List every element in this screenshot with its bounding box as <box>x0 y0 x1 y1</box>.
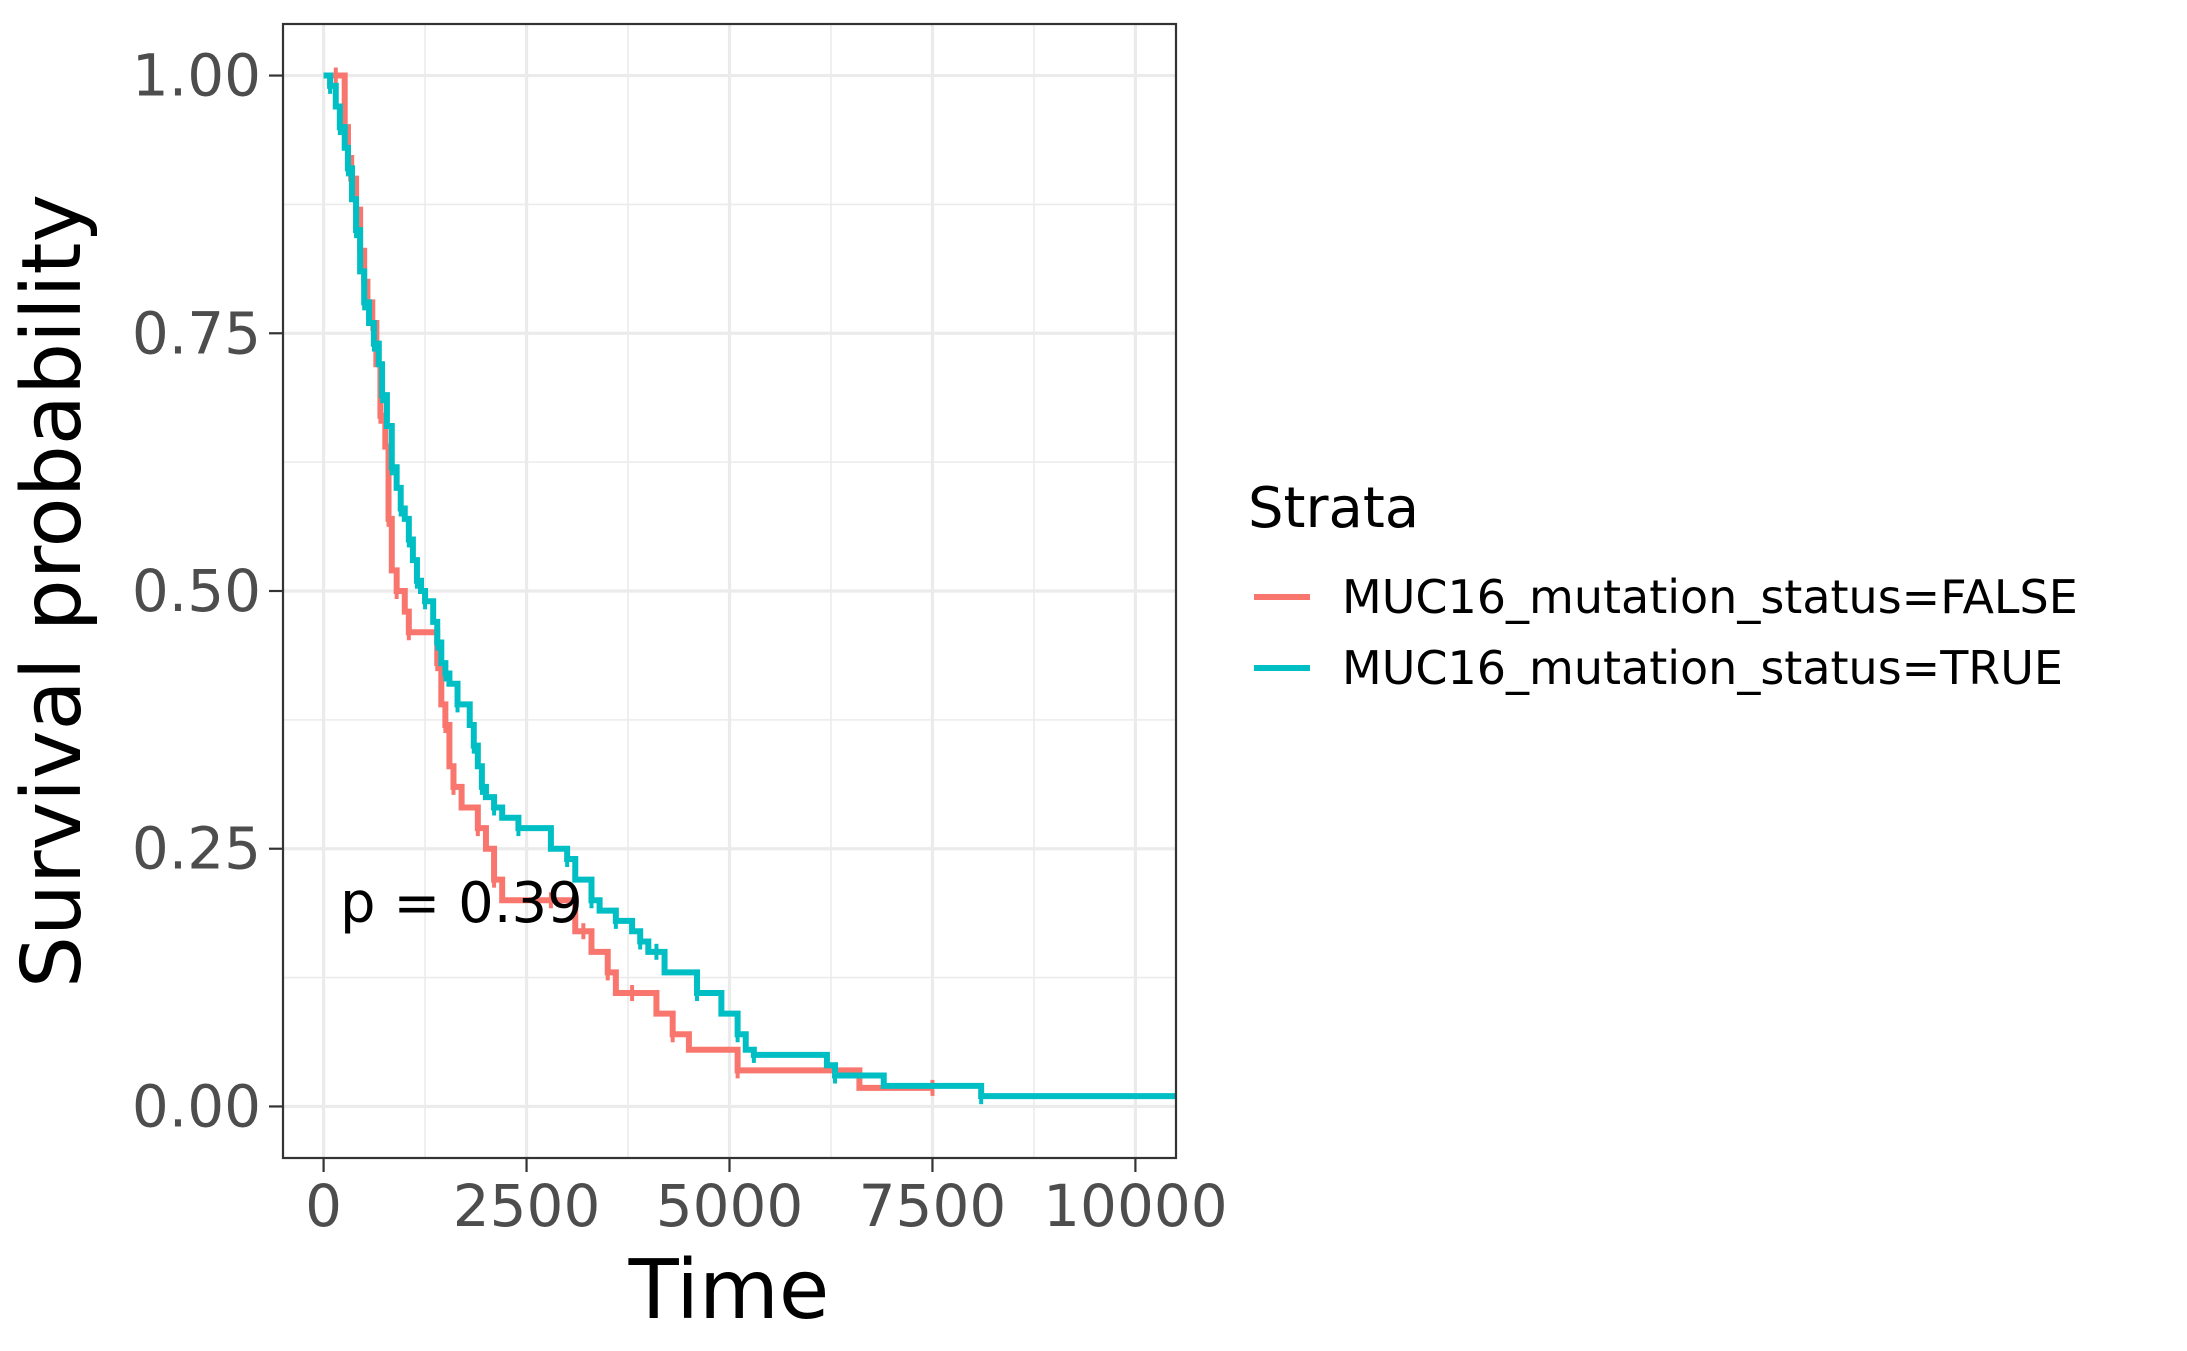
x-tick-label: 0 <box>305 1172 342 1240</box>
x-tick-label: 10000 <box>1043 1172 1228 1240</box>
y-axis: 0.00 0.25 0.50 0.75 1.00 <box>132 42 283 1140</box>
survival-curve-true <box>323 72 1176 1100</box>
y-axis-title: Survival probability <box>5 194 100 988</box>
y-tick-label: 1.00 <box>132 42 261 110</box>
legend-label-false: MUC16_mutation_status=FALSE <box>1342 570 2078 624</box>
y-tick-label: 0.00 <box>132 1072 261 1140</box>
x-tick-label: 5000 <box>656 1172 804 1240</box>
survival-curves <box>323 67 1176 1105</box>
p-value-annotation: p = 0.39 <box>340 871 583 936</box>
x-axis-title: Time <box>628 1243 830 1338</box>
legend: Strata MUC16_mutation_status=FALSE MUC16… <box>1248 476 2078 695</box>
y-tick-label: 0.25 <box>132 815 261 883</box>
major-gridlines <box>283 24 1176 1158</box>
x-tick-label: 7500 <box>859 1172 1007 1240</box>
legend-label-true: MUC16_mutation_status=TRUE <box>1342 641 2063 695</box>
legend-title: Strata <box>1248 476 1419 541</box>
x-axis: 0 2500 5000 7500 10000 <box>305 1158 1228 1240</box>
y-tick-label: 0.75 <box>132 299 261 367</box>
y-tick-label: 0.50 <box>132 557 261 625</box>
x-tick-label: 2500 <box>453 1172 601 1240</box>
